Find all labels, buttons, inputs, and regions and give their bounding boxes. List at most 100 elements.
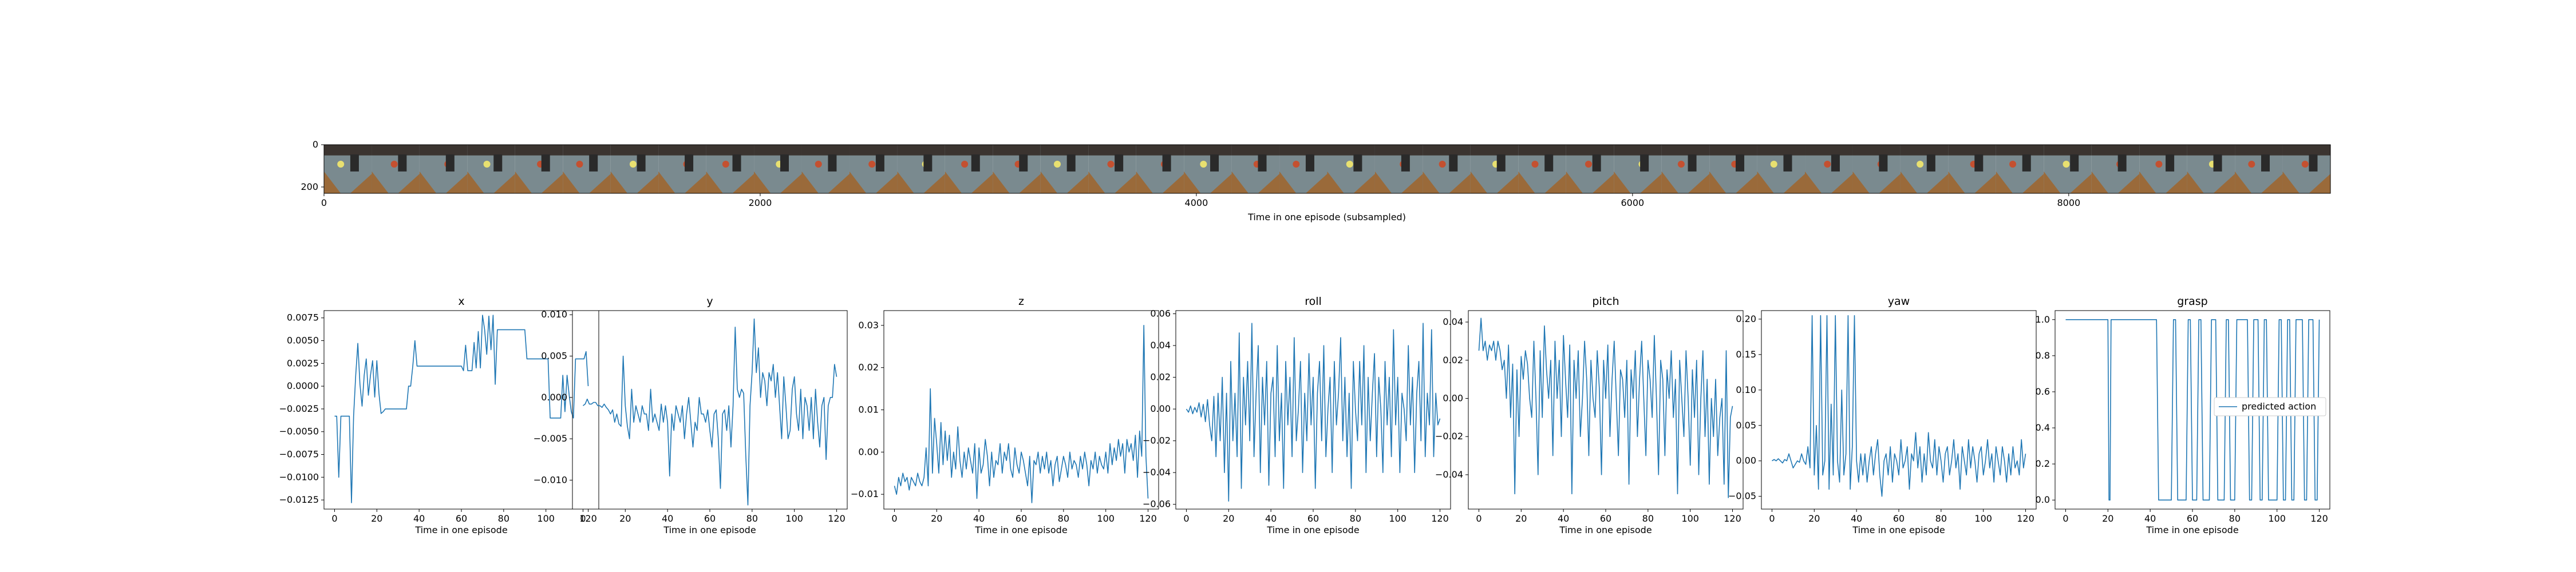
series-line-y [583, 318, 837, 506]
frame-tile [2044, 145, 2092, 193]
chart-title: yaw [1888, 295, 1910, 308]
y-tick-label: 0.005 [541, 351, 567, 362]
y-tick-label: −0.0050 [279, 426, 319, 437]
x-tick-label: 40 [662, 513, 673, 524]
y-tick-label: −0.010 [534, 474, 567, 485]
x-tick-label: 80 [1058, 513, 1069, 524]
x-tick-label: 120 [2017, 513, 2034, 524]
x-tick-label: 80 [2229, 513, 2241, 524]
frame-tile [1279, 145, 1327, 193]
x-tick-label: 20 [619, 513, 631, 524]
strip-xlabel: Time in one episode (subsampled) [1247, 212, 1406, 223]
strip-xtick-label: 6000 [1621, 197, 1645, 208]
legend-box [2214, 397, 2326, 416]
legend-label: predicted action [2242, 401, 2316, 412]
chart-x: x0 20 40 60 80 100 120−0.0125−0.0100−0.0075−0.… [279, 295, 599, 535]
x-tick-label: 100 [1681, 513, 1699, 524]
frame-tile [1040, 145, 1089, 193]
x-axis-label: Time in one episode [663, 525, 756, 535]
x-tick-label: 60 [456, 513, 467, 524]
y-tick-label: 0.0000 [287, 380, 319, 391]
x-tick-label: 60 [2187, 513, 2198, 524]
chart-title: grasp [2177, 295, 2207, 308]
x-tick-label: 80 [498, 513, 509, 524]
x-tick-label: 0 [2063, 513, 2068, 524]
y-tick-label: 0.02 [1150, 372, 1171, 383]
chart-title: roll [1305, 295, 1322, 308]
strip-xtick-label: 0 [321, 197, 327, 208]
y-tick-label: −0.005 [534, 433, 567, 444]
y-tick-label: 0.4 [2036, 422, 2050, 433]
x-tick-label: 60 [1016, 513, 1027, 524]
chart-roll: roll 0 20 40 60 80 100 120 −0.06 −0.04 −0.02 0.00 0.… [1143, 295, 1451, 535]
frame-tile [1566, 145, 1614, 193]
y-tick-label: −0.0100 [279, 471, 319, 482]
x-tick-label: 0 [331, 513, 337, 524]
x-tick-label: 60 [1307, 513, 1319, 524]
y-tick-label: −0.0125 [279, 494, 319, 505]
frame-tile [2282, 145, 2330, 193]
plot-frame [572, 310, 848, 510]
chart-title: z [1018, 295, 1024, 308]
x-tick-label: 0 [1769, 513, 1775, 524]
frame-tile [467, 145, 515, 193]
x-tick-label: 120 [1724, 513, 1741, 524]
strip-ytick-label: 0 [313, 139, 318, 150]
y-tick-label: −0.0025 [279, 403, 319, 414]
y-tick-label: 0.0 [2036, 494, 2050, 505]
x-axis-label: Time in one episode [1266, 525, 1359, 535]
x-tick-label: 40 [1265, 513, 1277, 524]
x-tick-label: 100 [1389, 513, 1406, 524]
y-tick-label: 0.04 [1443, 316, 1463, 327]
frame-tile [419, 145, 468, 193]
x-axis-label: Time in one episode [1852, 525, 1945, 535]
y-tick-label: 0.6 [2036, 386, 2050, 397]
x-tick-label: 80 [1350, 513, 1361, 524]
frame-tile [2187, 145, 2235, 193]
y-tick-label: 0.10 [1736, 384, 1756, 395]
frame-tile [1136, 145, 1184, 193]
frame-tile [2139, 145, 2187, 193]
strip-xtick-label: 2000 [749, 197, 772, 208]
y-tick-label: 0.2 [2036, 458, 2050, 469]
y-tick-label: 0.00 [1150, 403, 1171, 414]
series-line-z [894, 324, 1149, 503]
frame-tile [1757, 145, 1805, 193]
frame-tile [754, 145, 802, 193]
frame-tile [993, 145, 1041, 193]
frame-tile [1661, 145, 1710, 193]
x-tick-label: 40 [413, 513, 425, 524]
y-tick-label: −0.04 [1143, 467, 1171, 478]
frame-tile [849, 145, 898, 193]
frame-tile [1518, 145, 1566, 193]
frame-tile [1900, 145, 1949, 193]
y-tick-label: 0.00 [1736, 455, 1756, 466]
y-tick-label: 0.03 [858, 320, 879, 331]
frame-tile [1184, 145, 1232, 193]
frame-tile [1614, 145, 1662, 193]
y-tick-label: 0.0075 [287, 312, 319, 323]
y-tick-label: 0.8 [2036, 350, 2050, 361]
series-line-yaw [1772, 315, 2026, 497]
plot-frame [883, 310, 1159, 510]
y-tick-label: 0.00 [858, 446, 879, 457]
plot-frame [1468, 310, 1744, 510]
y-tick-label: −0.02 [1435, 431, 1463, 442]
x-tick-label: 20 [2102, 513, 2113, 524]
x-axis-label: Time in one episode [974, 525, 1067, 535]
frame-tile [1709, 145, 1757, 193]
chart-z: z 0 20 40 60 80 100 120 −0.01 0.00 0.01 0.02 0.03 Tim… [851, 295, 1159, 535]
x-tick-label: 80 [1935, 513, 1947, 524]
x-tick-label: 60 [1600, 513, 1611, 524]
x-tick-label: 0 [891, 513, 897, 524]
frame-tile [1852, 145, 1901, 193]
chart-title: y [706, 295, 713, 308]
frame-tile [515, 145, 563, 193]
y-tick-label: 0.01 [858, 404, 879, 415]
x-tick-label: 120 [828, 513, 846, 524]
y-tick-label: 1.0 [2036, 314, 2050, 325]
x-tick-label: 120 [2310, 513, 2328, 524]
x-tick-label: 80 [1642, 513, 1654, 524]
frame-tile [610, 145, 659, 193]
